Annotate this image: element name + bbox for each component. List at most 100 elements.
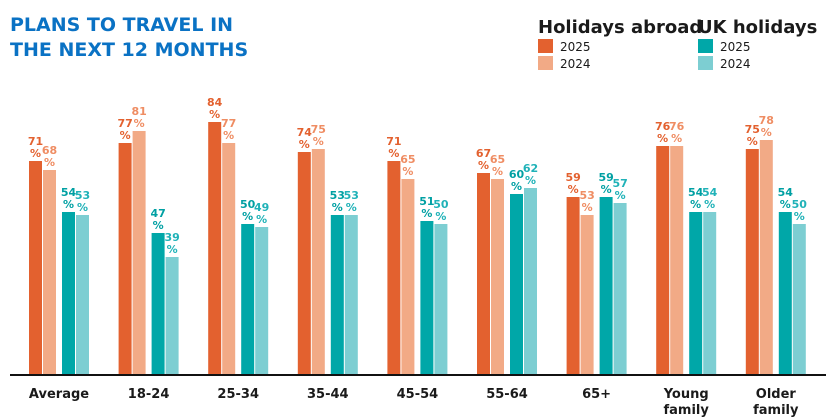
data-label: 71 xyxy=(386,135,401,148)
data-label: 77 xyxy=(221,117,236,130)
data-label-unit: % xyxy=(402,165,413,178)
data-label-unit: % xyxy=(421,207,432,220)
bar xyxy=(566,197,580,374)
bar xyxy=(76,215,89,374)
chart-title-line-1: PLANS TO TRAVEL IN xyxy=(10,14,233,36)
category-label: 25-34 xyxy=(217,387,259,402)
bar xyxy=(330,215,344,374)
data-label: 59 xyxy=(565,171,580,184)
data-label-unit: % xyxy=(525,174,536,187)
legend-swatch-uk-2025 xyxy=(698,39,713,53)
data-label-unit: % xyxy=(44,156,55,169)
data-label: 75 xyxy=(311,123,326,136)
bar xyxy=(656,146,670,374)
data-label-unit: % xyxy=(77,201,88,214)
legend-swatch-abroad-2024 xyxy=(538,56,553,70)
legend-label-abroad-2024: 2024 xyxy=(560,57,591,71)
data-label-unit: % xyxy=(492,165,503,178)
bar xyxy=(297,152,311,374)
bar xyxy=(491,179,504,374)
legend-swatch-abroad-2025 xyxy=(538,39,553,53)
data-label: 67 xyxy=(476,147,491,160)
data-label-unit: % xyxy=(435,210,446,223)
data-label: 65 xyxy=(490,153,505,166)
category-labels: Average 18-24 25-34 35-44 45-54 55-64 65+ Young… xyxy=(29,387,799,418)
data-label-unit: % xyxy=(242,210,253,223)
bar xyxy=(745,149,759,374)
data-label: 59 xyxy=(598,171,613,184)
data-label-unit: % xyxy=(313,135,324,148)
bar xyxy=(524,188,537,374)
category-label: 35-44 xyxy=(307,387,349,402)
category-label: 55-64 xyxy=(486,387,528,402)
category-label: family xyxy=(664,403,710,418)
legend: Holidays abroad 2025 2024 UK holidays 20… xyxy=(538,17,817,71)
bar xyxy=(29,161,42,374)
bar xyxy=(165,257,179,374)
data-label: 53 xyxy=(344,189,359,202)
data-label-unit: % xyxy=(332,201,343,214)
data-label: 76 xyxy=(655,120,671,133)
data-label-unit: % xyxy=(780,198,791,211)
data-label: 75 xyxy=(745,123,760,136)
bar xyxy=(62,212,75,374)
data-label-unit: % xyxy=(615,189,626,202)
data-label-unit: % xyxy=(761,126,772,139)
data-label: 65 xyxy=(400,153,415,166)
bars: 71% 68%54%53%77%81%47%39%84%77%50%49%74%7… xyxy=(28,96,807,374)
bar xyxy=(670,146,684,374)
data-label-unit: % xyxy=(346,201,357,214)
category-label: Average xyxy=(29,387,89,402)
data-label: 74 xyxy=(297,126,313,139)
data-label-unit: % xyxy=(63,198,74,211)
data-label-unit: % xyxy=(671,132,682,145)
data-label: 50 xyxy=(792,198,808,211)
data-label: 53 xyxy=(330,189,345,202)
category-label: Young xyxy=(663,387,709,402)
data-label: 50 xyxy=(240,198,256,211)
data-label-unit: % xyxy=(601,183,612,196)
data-label-unit: % xyxy=(568,183,579,196)
bar xyxy=(387,161,401,374)
data-label-unit: % xyxy=(478,159,489,172)
data-label-unit: % xyxy=(388,147,399,160)
bar xyxy=(43,170,56,374)
data-label: 51 xyxy=(419,195,434,208)
bar xyxy=(151,233,165,374)
data-label: 60 xyxy=(509,168,525,181)
data-label: 68 xyxy=(42,144,57,157)
data-label: 50 xyxy=(433,198,449,211)
bar xyxy=(510,194,523,374)
bar xyxy=(613,203,627,374)
bar xyxy=(778,212,792,374)
legend-heading-uk: UK holidays xyxy=(698,17,817,38)
chart-title-line-2: THE NEXT 12 MONTHS xyxy=(10,39,248,61)
data-label: 76 xyxy=(669,120,685,133)
data-label-unit: % xyxy=(704,198,715,211)
data-label-unit: % xyxy=(747,135,758,148)
data-label: 77 xyxy=(117,117,132,130)
bar xyxy=(241,224,255,374)
bar xyxy=(118,143,132,374)
bar xyxy=(208,122,222,374)
data-label-unit: % xyxy=(209,108,220,121)
data-label-unit: % xyxy=(134,117,145,130)
bar xyxy=(580,215,594,374)
category-label: Older xyxy=(756,387,797,402)
category-label: 18-24 xyxy=(128,387,170,402)
bar xyxy=(401,179,415,374)
data-label-unit: % xyxy=(299,138,310,151)
bar xyxy=(222,143,236,374)
bar xyxy=(759,140,773,374)
data-label-unit: % xyxy=(690,198,701,211)
data-label: 71 xyxy=(28,135,43,148)
data-label: 53 xyxy=(579,189,594,202)
data-label-unit: % xyxy=(30,147,41,160)
data-label: 57 xyxy=(612,177,627,190)
category-label: 45-54 xyxy=(397,387,439,402)
data-label-unit: % xyxy=(256,213,267,226)
bar xyxy=(434,224,448,374)
data-label: 54 xyxy=(778,186,794,199)
bar xyxy=(420,221,434,374)
